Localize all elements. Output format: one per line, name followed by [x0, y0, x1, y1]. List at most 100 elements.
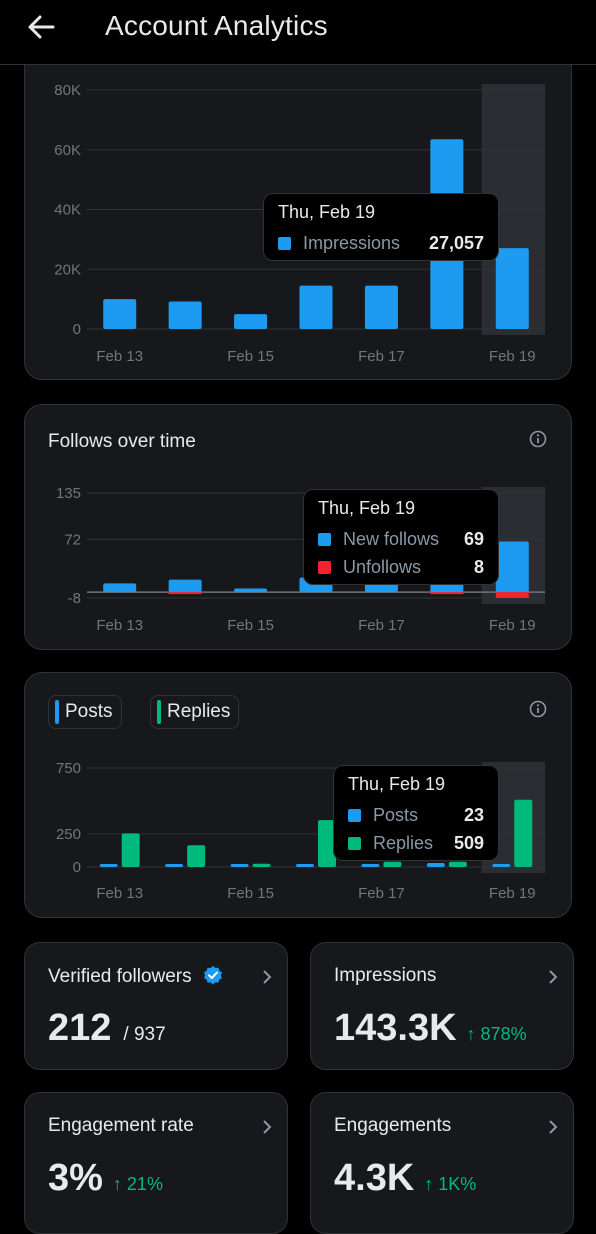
- tooltip-row-posts: Posts 23: [348, 801, 484, 829]
- page-title: Account Analytics: [105, 10, 328, 41]
- posts-toggle[interactable]: Posts: [48, 695, 122, 729]
- info-icon[interactable]: [529, 430, 547, 448]
- posts-swatch: [348, 808, 361, 822]
- y-tick-label: 135: [56, 485, 81, 502]
- verified-badge-icon: [203, 966, 222, 985]
- x-tick-label: Feb 15: [227, 348, 274, 365]
- replies-toggle-label: Replies: [167, 701, 231, 722]
- follows-chart-card: Follows over time 135 72 -8 Feb 13 Feb 15 Feb…: [24, 404, 572, 650]
- card-title: Follows over time: [48, 431, 196, 452]
- impressions-tooltip: Thu, Feb 19 Impressions 27,057: [263, 193, 499, 261]
- tooltip-row-unfollows: Unfollows 8: [318, 553, 484, 581]
- new-follows-swatch: [318, 532, 331, 546]
- bar-impressions: [168, 301, 202, 329]
- tooltip-date: Thu, Feb 19: [348, 774, 446, 794]
- impressions-chart-card: 80K 60K 40K 20K 0 Feb 13 Feb 15 Feb 17 Feb 19 Th…: [24, 40, 572, 380]
- bar-posts: [165, 864, 184, 867]
- stat-label: Engagement rate: [48, 1115, 194, 1136]
- stat-value: 212 / 937: [48, 1007, 166, 1050]
- y-tick-label: 0: [73, 859, 81, 876]
- x-tick-label: Feb 19: [489, 617, 536, 634]
- y-tick-label: 72: [64, 531, 81, 548]
- top-bar: Account Analytics: [0, 0, 596, 65]
- engagements-value: 4.3K: [334, 1157, 415, 1199]
- bar-replies: [252, 863, 271, 867]
- bar-posts: [492, 863, 511, 867]
- chevron-right-icon: [263, 970, 272, 984]
- tooltip-label: Impressions: [303, 232, 401, 253]
- engagements-card[interactable]: Engagements 4.3K ↑ 1K%: [310, 1092, 574, 1234]
- info-icon[interactable]: [529, 700, 547, 718]
- engagement-rate-value: 3%: [48, 1157, 103, 1199]
- replies-toggle[interactable]: Replies: [150, 695, 240, 729]
- tooltip-value: 23: [463, 804, 484, 825]
- bar-replies: [187, 845, 206, 867]
- back-arrow-icon[interactable]: [26, 12, 56, 42]
- chevron-right-icon: [549, 1120, 558, 1134]
- y-tick-label: 250: [56, 826, 81, 843]
- tooltip-row-impressions: Impressions 27,057: [278, 229, 484, 257]
- bar-posts: [230, 864, 249, 867]
- verified-followers-card[interactable]: Verified followers 212 / 937: [24, 942, 288, 1070]
- y-tick-label: -8: [68, 590, 81, 607]
- bar-replies: [514, 799, 533, 867]
- chevron-right-icon: [549, 970, 558, 984]
- stat-value: 3% ↑ 21%: [48, 1157, 163, 1200]
- bar-new-follows: [234, 588, 268, 593]
- x-tick-label: Feb 15: [227, 885, 274, 902]
- posts-chart-card: Posts Replies 750 250 0 Feb 13 Feb 15 Feb 17 F…: [24, 672, 572, 918]
- bar-impressions: [103, 299, 137, 329]
- x-tick-label: Feb 13: [96, 885, 143, 902]
- bar-new-follows: [168, 579, 202, 593]
- replies-swatch: [348, 836, 361, 850]
- impressions-stat-card[interactable]: Impressions 143.3K ↑ 878%: [310, 942, 574, 1070]
- bar-replies: [121, 833, 140, 867]
- y-tick-label: 60K: [54, 142, 81, 159]
- impressions-swatch: [278, 236, 291, 250]
- follows-tooltip: Thu, Feb 19 New follows 69 Unfollows 8: [303, 489, 499, 585]
- verified-followers-value: 212: [48, 1007, 112, 1049]
- stat-label: Verified followers: [48, 965, 223, 988]
- tooltip-value: 27,057: [428, 232, 484, 253]
- y-tick-label: 20K: [54, 261, 81, 278]
- posts-tooltip: Thu, Feb 19 Posts 23 Replies 509: [333, 765, 499, 861]
- tooltip-value: 509: [453, 832, 484, 853]
- bar-replies: [318, 820, 336, 867]
- bar-new-follows: [495, 541, 529, 593]
- bar-posts: [296, 864, 314, 867]
- stat-label: Impressions: [334, 965, 437, 986]
- bar-impressions: [495, 248, 529, 329]
- bar-impressions: [234, 314, 268, 329]
- bar-posts: [426, 863, 445, 867]
- tooltip-value: 8: [473, 556, 484, 577]
- engagement-rate-change: ↑ 21%: [112, 1174, 163, 1194]
- x-tick-label: Feb 19: [489, 885, 536, 902]
- x-tick-label: Feb 13: [96, 617, 143, 634]
- bar-new-follows: [103, 583, 137, 593]
- tooltip-value: 69: [463, 528, 484, 549]
- posts-toggle-label: Posts: [65, 701, 113, 722]
- y-tick-label: 80K: [54, 82, 81, 99]
- impressions-chart[interactable]: 80K 60K 40K 20K 0 Feb 13 Feb 15 Feb 17 Feb 19: [25, 41, 571, 379]
- y-tick-label: 0: [73, 321, 81, 338]
- tooltip-date: Thu, Feb 19: [278, 202, 376, 222]
- tooltip-label: Unfollows: [343, 556, 422, 577]
- stat-label: Engagements: [334, 1115, 452, 1136]
- bar-unfollows: [168, 592, 202, 595]
- tooltip-label: Posts: [373, 804, 419, 825]
- bar-unfollows: [430, 592, 464, 595]
- bar-impressions: [299, 285, 333, 329]
- tooltip-date: Thu, Feb 19: [318, 498, 416, 518]
- stat-value: 4.3K ↑ 1K%: [334, 1157, 476, 1200]
- replies-color-bar: [157, 700, 161, 724]
- x-tick-label: Feb 15: [227, 617, 274, 634]
- impressions-change: ↑ 878%: [466, 1024, 527, 1044]
- unfollows-swatch: [318, 560, 331, 574]
- bar-impressions: [364, 285, 398, 329]
- x-tick-label: Feb 13: [96, 348, 143, 365]
- x-tick-label: Feb 19: [489, 348, 536, 365]
- y-tick-label: 750: [56, 760, 81, 777]
- bar-replies: [448, 861, 467, 867]
- engagement-rate-card[interactable]: Engagement rate 3% ↑ 21%: [24, 1092, 288, 1234]
- posts-color-bar: [55, 700, 59, 724]
